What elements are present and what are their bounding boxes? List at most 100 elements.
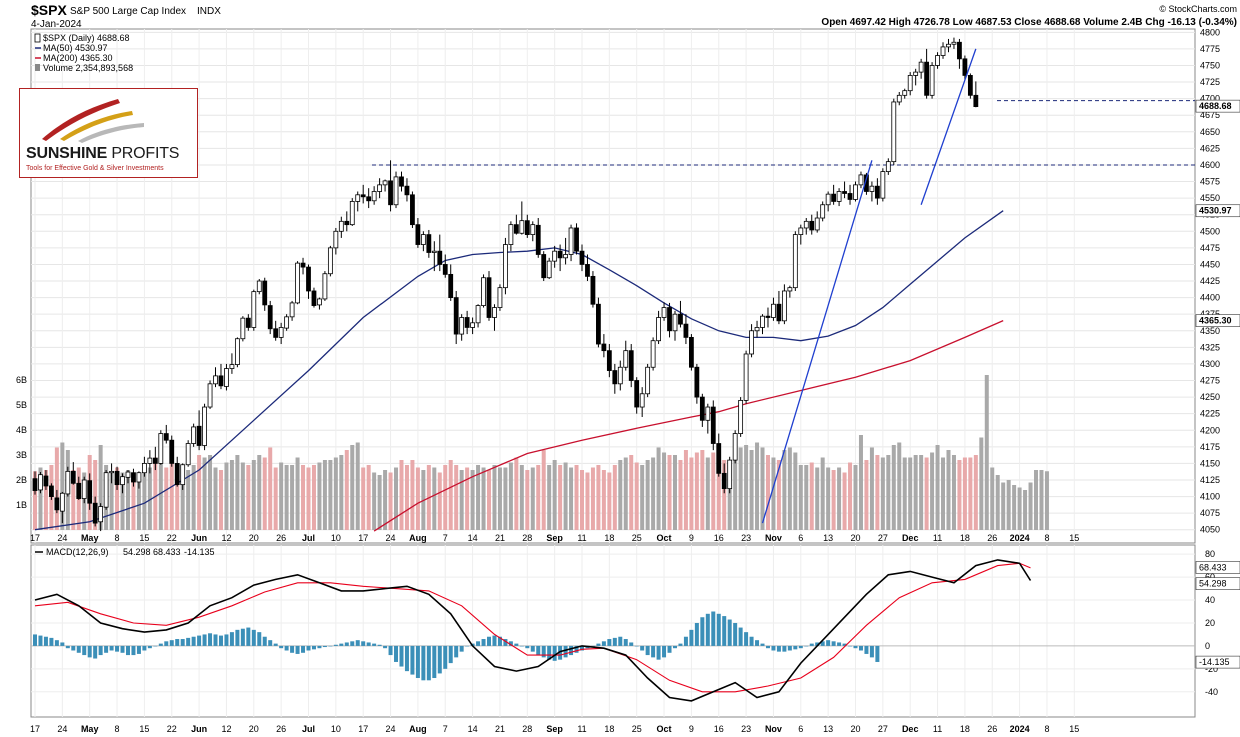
macd-hist-bar (38, 635, 43, 646)
candle-up (322, 273, 328, 300)
candle-up (623, 350, 629, 368)
candle-down (557, 250, 563, 259)
volume-bar (782, 450, 787, 530)
candle-up (393, 176, 399, 206)
candle-down (114, 470, 120, 486)
volume-bar (667, 455, 672, 530)
date-tick-label: 8 (115, 533, 120, 543)
candle-up (475, 305, 481, 324)
candle-up (858, 174, 864, 186)
volume-bar (601, 470, 606, 530)
macd-hist-bar (705, 613, 710, 646)
candle-up (907, 75, 913, 92)
macd-hist-bar (525, 645, 530, 649)
volume-bar (487, 470, 492, 530)
candle-up (896, 94, 902, 103)
candle-up (891, 101, 897, 163)
volume-bar (848, 462, 853, 530)
date-tick-label: 7 (443, 533, 448, 543)
candle-up (251, 291, 257, 328)
candle-down (344, 220, 350, 226)
volume-bar (930, 452, 935, 530)
macd-hist-bar (180, 639, 185, 646)
volume-bar (115, 467, 120, 530)
volume-bar (864, 460, 869, 530)
volume-tick-label: 5B (16, 400, 27, 410)
candle-down (716, 443, 722, 474)
candle-down (360, 194, 366, 198)
candle-up (552, 250, 558, 262)
volume-bar (908, 457, 913, 530)
macd-tick-label: 40 (1205, 595, 1215, 605)
volume-bar (979, 437, 984, 530)
macd-hist-bar (290, 645, 295, 653)
candle-up (420, 234, 426, 245)
macd-hist-bar (629, 642, 634, 646)
candle-up (65, 470, 71, 495)
volume-bar (826, 467, 831, 530)
macd-hist-bar (645, 645, 650, 656)
volume-bar (563, 462, 568, 530)
logo-tagline: Tools for Effective Gold & Silver Invest… (26, 165, 164, 172)
candle-up (213, 375, 218, 385)
macd-hist-bar (809, 643, 814, 646)
volume-bar (476, 465, 481, 530)
macd-hist-bar (120, 645, 125, 653)
candle-up (431, 250, 437, 253)
macd-hist-bar (333, 644, 338, 646)
macd-hist-bar (776, 645, 781, 652)
candle-down (163, 433, 169, 441)
volume-bar (169, 452, 174, 530)
candle-down (453, 297, 459, 335)
macd-hist-bar (618, 636, 623, 646)
candle-up (656, 317, 661, 342)
price-tick-label: 4725 (1200, 77, 1220, 87)
volume-bar (251, 460, 256, 530)
macd-hist-bar (853, 645, 858, 649)
date-tick-label: 24 (386, 533, 396, 543)
volume-bar (842, 472, 847, 530)
candle-down (967, 75, 973, 96)
candle-up (792, 234, 798, 289)
volume-bar (497, 467, 502, 530)
candle-down (442, 264, 448, 275)
macd-hist-bar (694, 622, 699, 646)
macd-hist-bar (317, 645, 322, 649)
macd-hist-bar (279, 645, 284, 649)
volume-bar (623, 457, 628, 530)
macd-hist-bar (377, 644, 382, 646)
macd-value-label-box (1195, 577, 1240, 590)
macd-hist-bar (443, 645, 448, 669)
volume-bar (306, 467, 311, 530)
date-tick-label: Jul (302, 533, 315, 543)
volume-bar (738, 447, 743, 530)
candle-down (667, 307, 672, 332)
logo-swoosh-icon (42, 99, 144, 143)
macd-hist-bar (541, 645, 546, 658)
candle-up (98, 506, 104, 523)
candle-up (508, 224, 514, 245)
candle-up (333, 230, 339, 249)
macd-hist-bar (350, 641, 355, 646)
candle-up (661, 307, 667, 318)
signal-value-label: 68.433 (1199, 562, 1227, 572)
macd-hist-bar (820, 641, 825, 646)
volume-bar (372, 472, 377, 530)
volume-bar (492, 465, 497, 530)
candle-up (349, 201, 355, 226)
macd-hist-bar (842, 643, 847, 646)
price-tick-label: 4600 (1200, 160, 1220, 170)
macd-legend-macd: 54.298 (123, 547, 151, 557)
macd-legend: MACD(12,26,9) 54.298 68.433 -14.135 (35, 547, 215, 557)
macd-hist-bar (109, 645, 114, 651)
candle-down (262, 280, 268, 306)
macd-legend-signal: 68.433 (153, 547, 181, 557)
date-tick-label: 10 (331, 533, 341, 543)
macd-date-tick-label: Aug (409, 724, 427, 734)
macd-hist-bar (590, 645, 595, 647)
volume-bar (1028, 482, 1033, 530)
volume-bar (164, 467, 169, 530)
volume-bar (968, 457, 973, 530)
candle-down (524, 220, 530, 235)
legend-ma50: MA(50) 4530.97 (43, 43, 108, 53)
